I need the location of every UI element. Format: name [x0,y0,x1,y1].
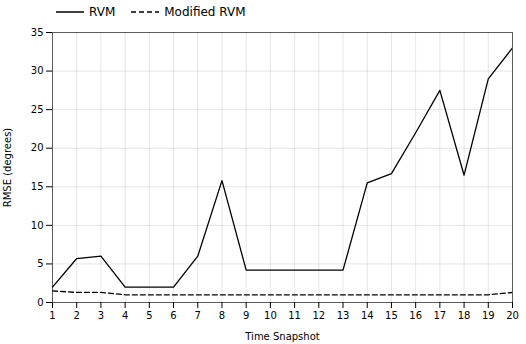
svg-text:8: 8 [219,310,225,321]
svg-text:10: 10 [31,220,44,231]
svg-text:14: 14 [361,310,374,321]
html-text:RVM: RVM [89,5,116,19]
svg-text:1: 1 [49,310,55,321]
svg-text:15: 15 [31,181,44,192]
svg-text:17: 17 [434,310,447,321]
svg-text:7: 7 [195,310,201,321]
svg-text:35: 35 [31,27,44,38]
svg-text:15: 15 [385,310,398,321]
svg-text:10: 10 [264,310,277,321]
svg-text:18: 18 [458,310,471,321]
svg-text:4: 4 [122,310,128,321]
svg-text:30: 30 [31,65,44,76]
svg-text:6: 6 [170,310,176,321]
svg-text:3: 3 [98,310,104,321]
svg-text:Time Snapshot: Time Snapshot [244,331,319,342]
svg-text:5: 5 [146,310,152,321]
svg-text:2: 2 [74,310,80,321]
svg-text:11: 11 [288,310,301,321]
svg-text:19: 19 [482,310,495,321]
svg-text:5: 5 [37,258,43,269]
svg-text:RMSE (degrees): RMSE (degrees) [2,128,13,208]
svg-text:20: 20 [506,310,519,321]
svg-text:25: 25 [31,104,44,115]
svg-text:9: 9 [243,310,249,321]
html-text:Modified RVM: Modified RVM [164,5,246,19]
svg-text:13: 13 [337,310,350,321]
svg-text:0: 0 [37,297,43,308]
svg-text:12: 12 [312,310,325,321]
svg-text:16: 16 [409,310,422,321]
svg-text:20: 20 [31,142,44,153]
